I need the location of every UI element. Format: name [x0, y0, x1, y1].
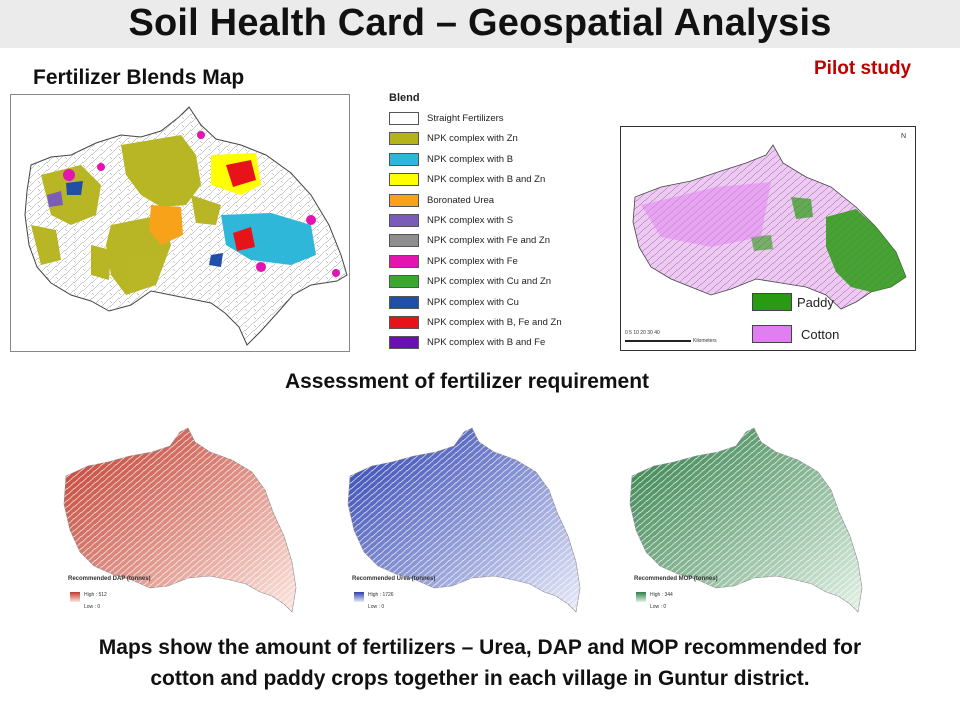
scale-bar-ticks: 0 5 10 20 30 40: [625, 330, 660, 336]
blend-swatch: [389, 173, 419, 187]
blend-swatch: [389, 112, 419, 125]
blend-b-area: [221, 213, 316, 265]
blend-label: NPK complex with Fe: [427, 255, 518, 267]
blend-legend-item: NPK complex with Cu: [389, 294, 604, 314]
blend-legend-item: NPK complex with B: [389, 151, 604, 171]
paddy-swatch: [752, 293, 792, 311]
blend-label: NPK complex with B and Fe: [427, 337, 546, 349]
blend-label: NPK complex with S: [427, 214, 514, 226]
cotton-swatch: [752, 325, 792, 343]
map-legend-low: Low : 0: [84, 604, 101, 610]
blend-bfezn-area: [226, 160, 256, 187]
blend-legend-item: NPK complex with Cu and Zn: [389, 273, 604, 293]
blend-legend: Blend Straight Fertilizers NPK complex wi…: [389, 92, 604, 355]
blend-label: NPK complex with B and Zn: [427, 174, 546, 186]
paddy-area: [826, 209, 906, 292]
assessment-heading: Assessment of fertilizer requirement: [284, 370, 650, 393]
blend-legend-item: Boronated Urea: [389, 192, 604, 212]
map-legend-title: Recommended Urea (tonnes): [352, 576, 436, 582]
blend-label: Straight Fertilizers: [427, 113, 504, 124]
blend-label: NPK complex with Cu: [427, 296, 519, 308]
blend-legend-item: NPK complex with Zn: [389, 130, 604, 150]
blend-swatch: [389, 152, 419, 166]
blend-boronated-area: [149, 205, 183, 245]
blend-legend-item: NPK complex with Fe and Zn: [389, 232, 604, 252]
blend-swatch: [389, 213, 419, 227]
map-legend-gradient: [636, 592, 646, 602]
blend-label: NPK complex with Cu and Zn: [427, 276, 552, 288]
blend-legend-item: NPK complex with B, Fe and Zn: [389, 314, 604, 334]
blend-legend-item: NPK complex with Fe: [389, 253, 604, 273]
crop-map: N 0 5 10 20 30 40 Kilometers: [620, 126, 916, 351]
blend-s-area: [47, 191, 63, 207]
blend-label: NPK complex with Fe and Zn: [427, 235, 551, 247]
map-legend-high: High : 512: [84, 592, 107, 598]
blend-legend-item: NPK complex with B and Zn: [389, 171, 604, 191]
slide-title: Soil Health Card – Geospatial Analysis: [128, 2, 832, 44]
blend-legend-item: Straight Fertilizers: [389, 110, 604, 130]
map-legend-low: Low : 0: [650, 604, 667, 610]
footer-caption: Maps show the amount of fertilizers – Ur…: [20, 632, 940, 694]
fertilizer-choropleth-map: [347, 427, 581, 613]
fertilizer-blends-map: [10, 94, 350, 352]
blend-label: Boronated Urea: [427, 194, 495, 206]
title-bar: [0, 0, 960, 48]
map-legend-title: Recommended DAP (tonnes): [68, 576, 151, 582]
cotton-label: Cotton: [801, 327, 840, 342]
map-legend-gradient: [70, 592, 80, 602]
scale-bar-unit: Kilometers: [693, 338, 717, 344]
fertilizer-choropleth-map: [63, 427, 297, 613]
blend-swatch: [389, 275, 419, 289]
blend-swatch: [389, 315, 419, 329]
map-legend-low: Low : 0: [368, 604, 385, 610]
blend-legend-list: Straight Fertilizers NPK complex with Zn N…: [389, 110, 604, 355]
pilot-study-label: Pilot study: [814, 58, 912, 79]
map-legend-gradient: [354, 592, 364, 602]
footer-line-2: cotton and paddy crops together in each …: [150, 667, 810, 690]
footer-line-1: Maps show the amount of fertilizers – Ur…: [98, 636, 862, 659]
fertilizer-choropleth-map: [629, 427, 863, 613]
blend-swatch: [389, 132, 419, 146]
north-arrow-icon: N: [901, 133, 907, 140]
blend-swatch: [389, 193, 419, 207]
blend-fe-areas: [63, 131, 340, 277]
blend-label: NPK complex with Zn: [427, 133, 518, 145]
map-legend-title: Recommended MOP (tonnes): [634, 576, 718, 582]
blend-label: NPK complex with B: [427, 153, 514, 165]
blend-legend-item: NPK complex with B and Fe: [389, 334, 604, 354]
map-legend-high: High : 344: [650, 592, 673, 598]
crop-map-svg: [625, 144, 907, 342]
blend-swatch: [389, 295, 419, 309]
blend-swatch: [389, 336, 419, 350]
blend-swatch: [389, 234, 419, 248]
map-legend-high: High : 1726: [368, 592, 394, 598]
blend-legend-item: NPK complex with S: [389, 212, 604, 232]
blend-cu-area: [66, 181, 83, 195]
fertilizer-blends-heading: Fertilizer Blends Map: [33, 66, 245, 89]
blend-swatch: [389, 254, 419, 268]
blend-label: NPK complex with B, Fe and Zn: [427, 316, 562, 328]
district-map-svg: [24, 106, 348, 346]
paddy-label: Paddy: [797, 295, 834, 310]
blend-legend-title: Blend: [389, 92, 420, 104]
